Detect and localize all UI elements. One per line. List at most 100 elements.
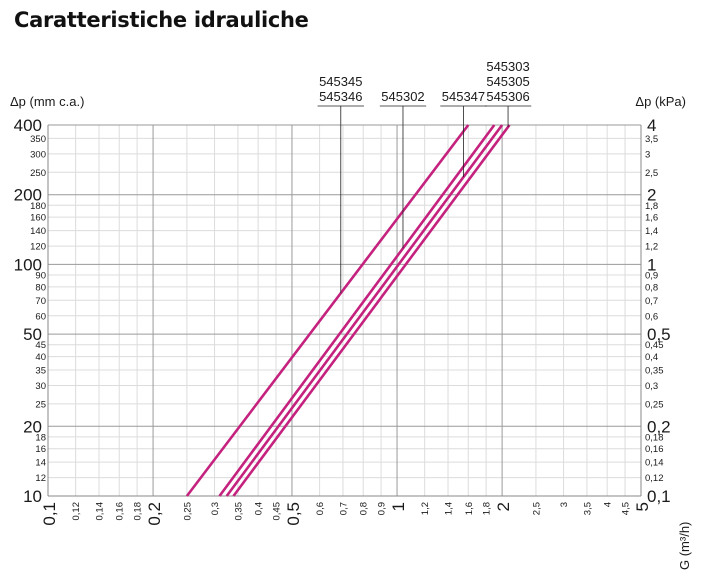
axis-titles: Δp (mm c.a.) Δp (kPa) G (m³/h)	[10, 94, 692, 570]
y-tick-label-left: 400	[14, 116, 42, 135]
x-tick-label: 1,8	[482, 502, 493, 515]
series-line-3	[225, 124, 504, 497]
y-tick-label-left: 50	[23, 325, 42, 344]
series-line-4	[232, 124, 511, 497]
y-tick-label-right: 0,12	[645, 473, 664, 484]
y-tick-label-left: 120	[30, 242, 46, 253]
grid-minor	[48, 125, 641, 496]
y-tick-label-left: 250	[30, 168, 46, 179]
y-tick-label-right: 0,25	[645, 399, 664, 410]
y-tick-label-right: 0,1	[647, 487, 671, 506]
y-tick-label-right: 0,5	[647, 325, 671, 344]
x-tick-label: 0,45	[271, 502, 282, 521]
y-tick-label-left: 100	[14, 255, 42, 274]
series-label: 545303	[486, 59, 529, 74]
data-series	[185, 124, 511, 497]
y-tick-label-right: 1,4	[645, 226, 658, 237]
y-tick-label-left: 16	[35, 444, 46, 455]
y-axis-label-left: Δp (mm c.a.)	[10, 94, 84, 109]
y-tick-label-right: 2,5	[645, 168, 658, 179]
y-tick-label-left: 35	[35, 366, 46, 377]
y-tick-label-left: 90	[35, 271, 46, 282]
x-axis-label: G (m³/h)	[677, 522, 692, 570]
y-tick-label-right: 0,3	[645, 381, 658, 392]
y-axis-label-right: Δp (kPa)	[635, 94, 686, 109]
x-tick-label: 0,16	[115, 502, 126, 521]
series-label: 545345	[319, 74, 362, 89]
x-tick-label: 0,8	[359, 502, 370, 515]
y-tick-label-left: 180	[30, 201, 46, 212]
y-tick-label-right: 4	[647, 116, 656, 135]
y-tick-label-left: 200	[14, 186, 42, 205]
y-tick-label-right: 0,45	[645, 340, 664, 351]
x-tick-label: 0,9	[377, 502, 388, 515]
series-line-1	[185, 124, 470, 497]
x-tick-label: 0,5	[284, 502, 303, 526]
y-tick-label-right: 1,6	[645, 213, 658, 224]
series-line-2	[218, 124, 496, 497]
y-tick-label-left: 25	[35, 399, 46, 410]
x-tick-label: 0,18	[133, 502, 144, 521]
x-tick-label: 0,4	[254, 502, 265, 515]
y-tick-label-right: 0,35	[645, 366, 664, 377]
y-tick-label-left: 20	[23, 417, 42, 436]
series-label: 545346	[319, 89, 362, 104]
y-tick-label-left: 10	[23, 487, 42, 506]
y-tick-label-left: 12	[35, 473, 46, 484]
y-tick-label-right: 0,16	[645, 444, 664, 455]
x-tick-label: 2,5	[531, 502, 542, 515]
x-tick-label: 0,7	[338, 502, 349, 515]
series-label: 545302	[381, 89, 424, 104]
y-tick-label-left: 45	[35, 340, 46, 351]
y-tick-label-right: 0,8	[645, 282, 658, 293]
x-tick-label: 3	[559, 502, 570, 507]
y-tick-label-right: 1,2	[645, 242, 658, 253]
y-tick-label-right: 1,8	[645, 201, 658, 212]
y-tick-label-left: 140	[30, 226, 46, 237]
x-tick-label: 1,2	[420, 502, 431, 515]
x-tick-label: 0,3	[210, 502, 221, 515]
x-tick-label: 0,35	[233, 502, 244, 521]
x-tick-label: 0,6	[315, 502, 326, 515]
series-label: 545305	[486, 74, 529, 89]
x-tick-label: 0,14	[95, 502, 106, 521]
y-tick-label-right: 0,7	[645, 296, 658, 307]
x-tick-label: 4,5	[621, 502, 632, 515]
x-tick-label: 3,5	[582, 502, 593, 515]
y-tick-label-left: 18	[35, 432, 46, 443]
chart-title: Caratteristiche idrauliche	[14, 8, 309, 32]
y-tick-label-left: 300	[30, 149, 46, 160]
x-tick-label: 0,1	[40, 502, 59, 526]
grid-major	[47, 124, 642, 497]
series-label: 545306	[486, 89, 529, 104]
y-tick-label-left: 80	[35, 282, 46, 293]
y-tick-label-left: 30	[35, 381, 46, 392]
x-tick-label: 1	[389, 502, 408, 511]
y-tick-label-right: 0,2	[647, 417, 671, 436]
y-tick-label-left: 40	[35, 352, 46, 363]
x-tick-label: 4	[603, 502, 614, 507]
y-tick-label-right: 0,6	[645, 311, 658, 322]
x-tick-label: 1,4	[444, 502, 455, 515]
y-tick-label-right: 0,4	[645, 352, 658, 363]
x-tick-label: 0,25	[182, 502, 193, 521]
x-tick-label: 5	[633, 502, 652, 511]
y-tick-label-left: 160	[30, 213, 46, 224]
x-tick-label: 1,6	[464, 502, 475, 515]
y-tick-label-right: 0,18	[645, 432, 664, 443]
y-tick-label-right: 1	[647, 255, 656, 274]
x-tick-label: 2	[494, 502, 513, 511]
y-tick-label-left: 60	[35, 311, 46, 322]
y-tick-label-right: 3	[645, 149, 650, 160]
y-tick-label-right: 0,9	[645, 271, 658, 282]
y-tick-label-right: 2	[647, 186, 656, 205]
y-tick-label-left: 14	[35, 458, 46, 469]
y-tick-label-right: 3,5	[645, 134, 658, 145]
y-tick-label-left: 70	[35, 296, 46, 307]
y-tick-label-right: 0,14	[645, 458, 664, 469]
x-tick-label: 0,12	[71, 502, 82, 521]
y-tick-label-left: 350	[30, 134, 46, 145]
